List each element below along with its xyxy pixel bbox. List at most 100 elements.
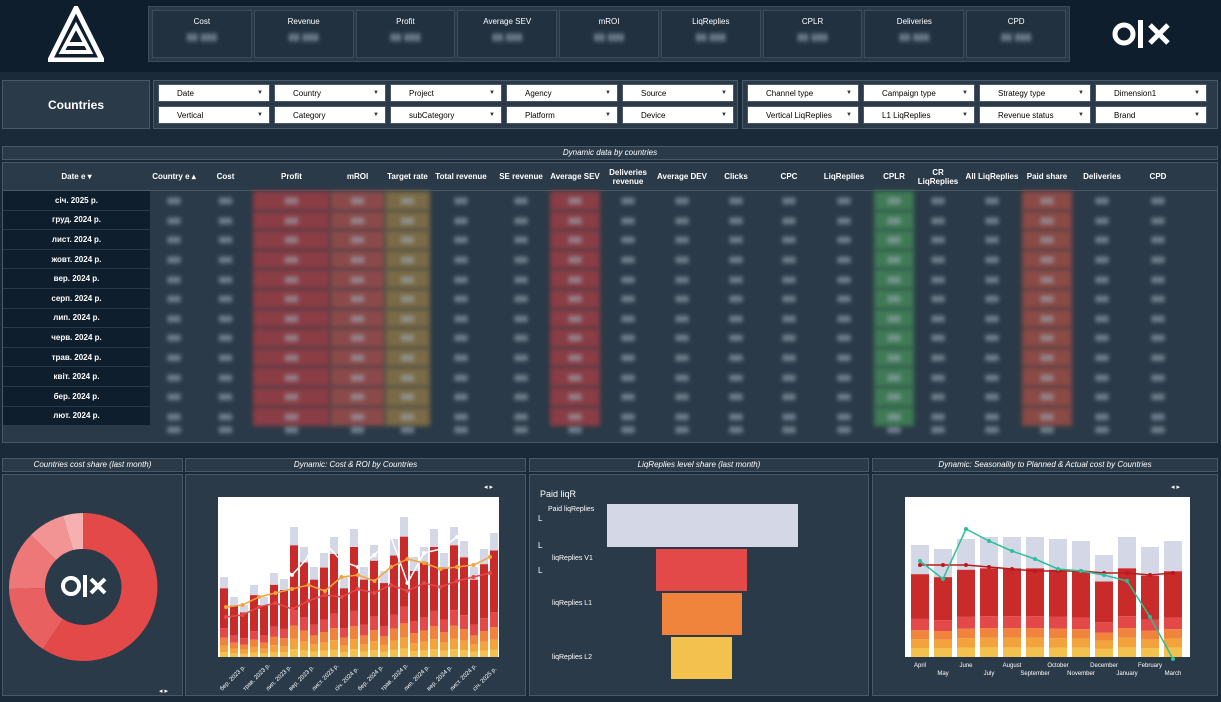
season-bar-segment <box>934 620 952 632</box>
filter-l1-liqreplies[interactable]: L1 LiqReplies ▼ <box>863 106 975 124</box>
cost-bar-segment <box>480 641 488 651</box>
table-row[interactable]: вер. 2024 р. ▮▮▮ ▮▮▮ ▮▮▮ ▮▮▮ ▮▮▮ ▮▮▮ ▮▮▮ ▮▮▮ ▮▮▮ ▮… <box>3 269 1217 289</box>
table-cell: ▮▮▮ <box>874 249 914 270</box>
table-cell: ▮▮▮ <box>1151 372 1165 382</box>
filter-subcategory[interactable]: subCategory ▼ <box>390 106 502 124</box>
column-header[interactable]: Date e ▾ <box>61 172 92 181</box>
cost-bar-segment <box>290 527 298 546</box>
column-header[interactable]: Profit <box>281 172 302 181</box>
table-cell: ▮▮▮ <box>874 308 914 329</box>
cost-bar-segment <box>410 651 418 657</box>
roi-point <box>224 605 228 609</box>
filter-date[interactable]: Date ▼ <box>158 84 270 102</box>
filter-country[interactable]: Country ▼ <box>274 84 386 102</box>
table-cell: ▮▮▮ <box>729 274 743 284</box>
column-header[interactable]: Country e ▴ <box>152 172 196 181</box>
filter-channel-type[interactable]: Channel type ▼ <box>747 84 859 102</box>
table-cell: ▮▮▮ <box>550 210 600 231</box>
table-cell: ▮▮▮ <box>1095 274 1109 284</box>
table-row[interactable]: серп. 2024 р. ▮▮▮ ▮▮▮ ▮▮▮ ▮▮▮ ▮▮▮ ▮▮▮ ▮▮▮ ▮▮▮ ▮▮▮… <box>3 288 1217 309</box>
funnel-label: liqReplies L2 <box>552 654 592 661</box>
pager-arrows[interactable]: ◂ ▸ <box>1171 484 1180 491</box>
filter-dimension1[interactable]: Dimension1 ▼ <box>1095 84 1207 102</box>
filter-platform[interactable]: Platform ▼ <box>506 106 618 124</box>
cost-bar-segment <box>330 649 338 657</box>
filter-vertical-liqreplies[interactable]: Vertical LiqReplies ▼ <box>747 106 859 124</box>
roi-point <box>372 591 377 595</box>
column-header[interactable]: CPC <box>780 172 798 181</box>
caret-down-icon: ▼ <box>257 112 263 118</box>
column-header[interactable]: CR LiqReplies <box>917 167 959 186</box>
table-cell: ▮▮▮ <box>253 230 330 250</box>
cost-bar-segment <box>280 638 288 647</box>
column-header[interactable]: SE revenue <box>499 172 543 181</box>
cost-bar-segment <box>240 649 248 654</box>
table-row[interactable]: лист. 2024 р. ▮▮▮ ▮▮▮ ▮▮▮ ▮▮▮ ▮▮▮ ▮▮▮ ▮▮▮ ▮▮▮ ▮▮▮… <box>3 230 1217 250</box>
table-row[interactable]: трав. 2024 р. ▮▮▮ ▮▮▮ ▮▮▮ ▮▮▮ ▮▮▮ ▮▮▮ ▮▮▮ ▮▮▮ ▮▮▮… <box>3 347 1217 368</box>
kpi-revenue: Revenue ▮▮ ▮▮▮ <box>253 10 354 58</box>
cost-bar-segment <box>480 650 488 657</box>
pager-arrows[interactable]: ◂ ▸ <box>484 484 493 491</box>
filter-brand[interactable]: Brand ▼ <box>1095 106 1207 124</box>
column-header[interactable]: CPLR <box>883 172 905 181</box>
column-header[interactable]: Clicks <box>724 172 748 181</box>
roi-point <box>356 587 360 591</box>
table-cell: ▮▮▮ <box>253 308 330 329</box>
table-row[interactable]: жовт. 2024 р. ▮▮▮ ▮▮▮ ▮▮▮ ▮▮▮ ▮▮▮ ▮▮▮ ▮▮▮ ▮▮▮ ▮▮▮… <box>3 249 1217 270</box>
table-cell: ▮▮▮ <box>621 294 635 304</box>
cost-bar-segment <box>300 650 308 657</box>
filter-strategy-type[interactable]: Strategy type ▼ <box>979 84 1091 102</box>
season-bar-segment <box>1095 632 1113 641</box>
table-cell: ▮▮▮ <box>874 328 914 348</box>
column-header[interactable]: Total revenue <box>435 172 487 181</box>
filter-agency[interactable]: Agency ▼ <box>506 84 618 102</box>
column-header[interactable]: Target rate <box>387 172 428 181</box>
x-tick-label: December <box>1090 663 1118 669</box>
filter-vertical[interactable]: Vertical ▼ <box>158 106 270 124</box>
table-cell: ▮▮▮ <box>837 255 851 265</box>
filter-project[interactable]: Project ▼ <box>390 84 502 102</box>
filter-revenue-status[interactable]: Revenue status ▼ <box>979 106 1091 124</box>
season-bar-segment <box>1164 541 1182 572</box>
season-bar-segment <box>1026 616 1044 629</box>
table-cell: ▮▮▮ <box>675 196 689 206</box>
column-header[interactable]: Average SEV <box>550 172 600 181</box>
cost-bar-segment <box>400 623 408 638</box>
filter-device[interactable]: Device ▼ <box>622 106 734 124</box>
column-header[interactable]: All LiqReplies <box>965 172 1019 181</box>
filter-campaign-type[interactable]: Campaign type ▼ <box>863 84 975 102</box>
caret-down-icon: ▼ <box>846 90 852 96</box>
table-cell: ▮▮▮ <box>1151 235 1165 245</box>
cost-bar-segment <box>270 645 278 652</box>
table-row[interactable]: черв. 2024 р. ▮▮▮ ▮▮▮ ▮▮▮ ▮▮▮ ▮▮▮ ▮▮▮ ▮▮▮ ▮▮▮ ▮▮▮… <box>3 328 1217 348</box>
table-cell: ▮▮▮ <box>729 215 743 225</box>
caret-down-icon: ▼ <box>1078 90 1084 96</box>
table-row[interactable]: лют. 2024 р. ▮▮▮ ▮▮▮ ▮▮▮ ▮▮▮ ▮▮▮ ▮▮▮ ▮▮▮ ▮▮▮ ▮▮▮ ▮… <box>3 406 1217 427</box>
table-row[interactable]: груд. 2024 р. ▮▮▮ ▮▮▮ ▮▮▮ ▮▮▮ ▮▮▮ ▮▮▮ ▮▮▮ ▮▮▮ ▮▮▮… <box>3 210 1217 231</box>
filter-category[interactable]: Category ▼ <box>274 106 386 124</box>
roi-point <box>488 571 492 575</box>
table-cell: ▮▮▮ <box>385 347 430 368</box>
pager-arrows[interactable]: ◂ ▸ <box>159 688 168 695</box>
roi-point <box>323 541 327 545</box>
table-row[interactable]: бер. 2024 р. ▮▮▮ ▮▮▮ ▮▮▮ ▮▮▮ ▮▮▮ ▮▮▮ ▮▮▮ ▮▮▮ ▮▮▮ ▮… <box>3 386 1217 407</box>
column-header[interactable]: CPD <box>1149 172 1167 181</box>
season-bar-segment <box>980 616 998 629</box>
table-row[interactable]: квіт. 2024 р. ▮▮▮ ▮▮▮ ▮▮▮ ▮▮▮ ▮▮▮ ▮▮▮ ▮▮▮ ▮▮▮ ▮▮▮… <box>3 367 1217 387</box>
column-header[interactable]: Cost <box>216 172 235 181</box>
table-row[interactable]: лип. 2024 р. ▮▮▮ ▮▮▮ ▮▮▮ ▮▮▮ ▮▮▮ ▮▮▮ ▮▮▮ ▮▮▮ ▮▮▮ ▮… <box>3 308 1217 329</box>
column-header[interactable]: Average DEV <box>657 172 707 181</box>
column-header[interactable]: LiqReplies <box>823 172 865 181</box>
column-header[interactable]: Deliveries <box>1083 172 1121 181</box>
column-header[interactable]: mROI <box>346 172 369 181</box>
table-cell: ▮▮▮ <box>1022 308 1072 329</box>
funnel-bar-l2 <box>671 637 732 679</box>
cost-bar-segment <box>440 619 448 633</box>
cost-bar-segment <box>380 651 388 657</box>
filter-source[interactable]: Source ▼ <box>622 84 734 102</box>
table-cell: ▮▮▮ <box>1095 215 1109 225</box>
table-row[interactable]: січ. 2025 р. ▮▮▮ ▮▮▮ ▮▮▮ ▮▮▮ ▮▮▮ ▮▮▮ ▮▮▮ ▮▮▮ ▮▮▮ ▮… <box>3 191 1217 211</box>
column-header[interactable]: Paid share <box>1026 172 1068 181</box>
total-cell: ▮▮▮ <box>675 424 689 434</box>
column-header[interactable]: Deliveries revenue <box>609 167 647 186</box>
